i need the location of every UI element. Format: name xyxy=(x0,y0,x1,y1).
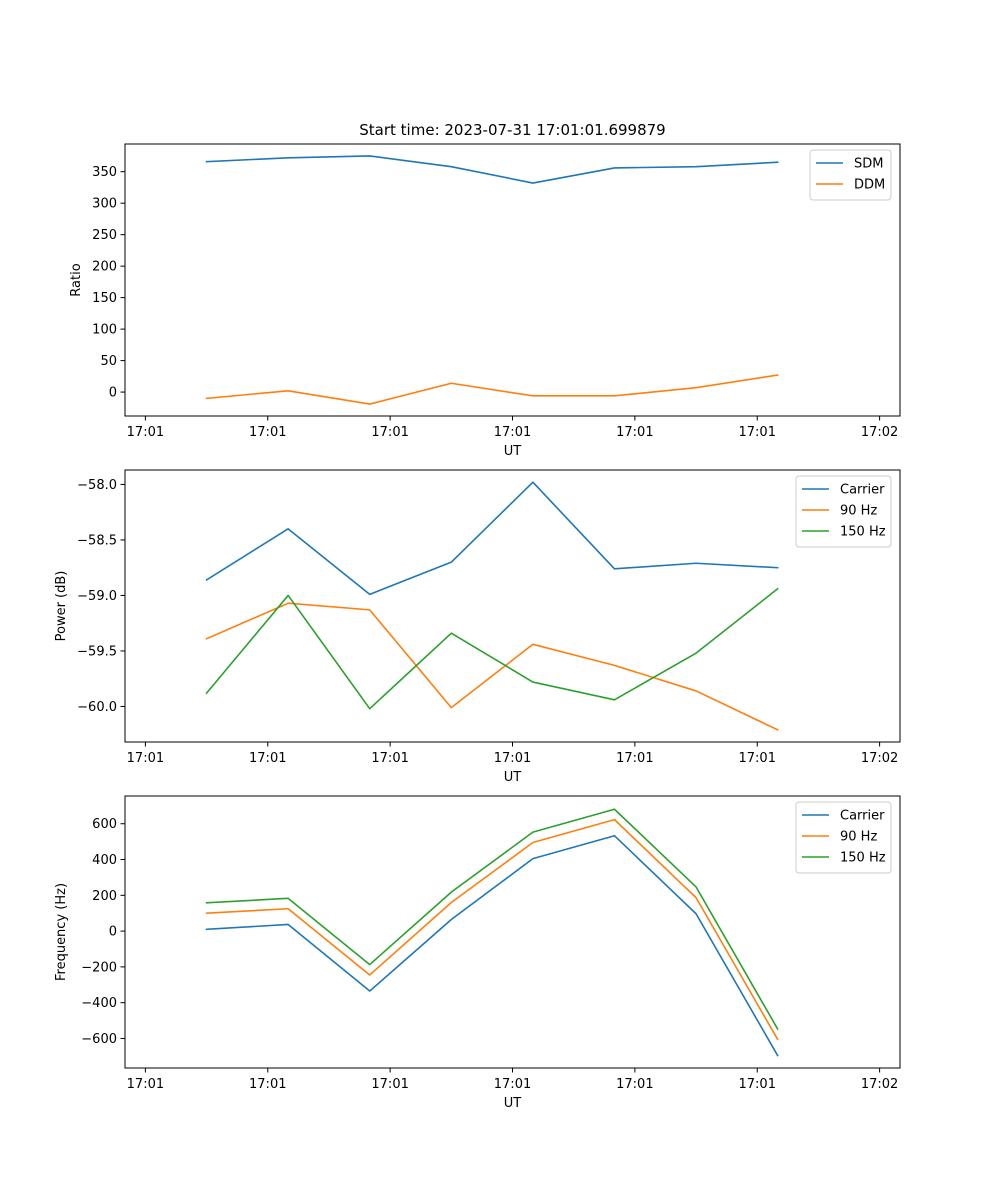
legend: Carrier 90 Hz 150 Hz xyxy=(795,801,892,874)
axes-frame xyxy=(124,143,901,417)
x-tick-label: 17:01 xyxy=(739,1077,776,1092)
legend-label: 90 Hz xyxy=(840,504,877,519)
x-tick-label: 17:01 xyxy=(494,751,531,766)
legend-label: 150 Hz xyxy=(840,851,886,866)
x-tick-label: 17:01 xyxy=(739,425,776,440)
series-line-90-hz xyxy=(205,818,779,1041)
legend-label: 90 Hz xyxy=(840,830,877,845)
x-tick-label: 17:01 xyxy=(739,751,776,766)
legend: Carrier 90 Hz 150 Hz xyxy=(795,475,892,548)
series-line-150-hz xyxy=(205,808,779,1031)
y-tick-label: 100 xyxy=(92,323,117,338)
x-tick-label: 17:01 xyxy=(127,425,164,440)
legend-label: 150 Hz xyxy=(840,525,886,540)
y-tick-label: 200 xyxy=(92,889,117,904)
y-tick-label: 0 xyxy=(109,386,117,401)
y-tick-label: 400 xyxy=(92,853,117,868)
x-tick-label: 17:02 xyxy=(861,751,898,766)
y-tick-label: −400 xyxy=(81,996,117,1011)
series-line-carrier xyxy=(205,834,779,1057)
x-axis-label: UT xyxy=(504,770,522,785)
y-tick-label: 50 xyxy=(100,354,117,369)
x-tick-label: 17:01 xyxy=(616,751,653,766)
y-tick-label: −59.5 xyxy=(77,644,117,659)
x-tick-label: 17:01 xyxy=(616,1077,653,1092)
x-tick-label: 17:01 xyxy=(494,1077,531,1092)
subplot-1: 17:01 17:01 17:01 17:01 17:01 17:01 17:02 0 50 10… xyxy=(69,121,901,459)
legend: SDM DDM xyxy=(809,149,892,201)
x-tick-label: 17:01 xyxy=(127,1077,164,1092)
y-axis-label: Power (dB) xyxy=(54,571,69,642)
subplot-3: 17:01 17:01 17:01 17:01 17:01 17:01 17:02 −600 −… xyxy=(54,795,901,1111)
legend-box xyxy=(795,801,892,874)
x-axis-label: UT xyxy=(504,444,522,459)
x-tick-label: 17:01 xyxy=(371,751,408,766)
y-axis-label: Frequency (Hz) xyxy=(54,883,69,981)
axes-frame xyxy=(124,469,901,743)
series-line-sdm xyxy=(205,155,779,184)
y-tick-label: −600 xyxy=(81,1032,117,1047)
x-tick-label: 17:01 xyxy=(127,751,164,766)
y-tick-label: −59.0 xyxy=(77,589,117,604)
y-tick-label: 150 xyxy=(92,291,117,306)
y-tick-label: 600 xyxy=(92,817,117,832)
chart-title: Start time: 2023-07-31 17:01:01.699879 xyxy=(359,121,665,139)
x-tick-label: 17:01 xyxy=(249,425,286,440)
legend-label: Carrier xyxy=(840,483,885,498)
series-line-150-hz xyxy=(205,587,779,710)
y-tick-label: 0 xyxy=(109,925,117,940)
x-tick-label: 17:01 xyxy=(371,425,408,440)
legend-label: DDM xyxy=(854,178,885,193)
axes-frame xyxy=(124,795,901,1069)
x-axis-label: UT xyxy=(504,1096,522,1111)
y-tick-label: −58.5 xyxy=(77,533,117,548)
legend-label: SDM xyxy=(854,157,883,172)
x-tick-label: 17:01 xyxy=(249,1077,286,1092)
x-tick-label: 17:01 xyxy=(616,425,653,440)
x-tick-label: 17:02 xyxy=(861,425,898,440)
series-line-ddm xyxy=(205,374,779,405)
y-tick-label: 250 xyxy=(92,228,117,243)
y-axis-label: Ratio xyxy=(69,263,84,296)
legend-box xyxy=(795,475,892,548)
x-tick-label: 17:01 xyxy=(494,425,531,440)
series-line-carrier xyxy=(205,481,779,596)
x-tick-label: 17:02 xyxy=(861,1077,898,1092)
series-line-90-hz xyxy=(205,602,779,731)
y-tick-label: 300 xyxy=(92,197,117,212)
y-tick-label: 200 xyxy=(92,260,117,275)
x-tick-label: 17:01 xyxy=(371,1077,408,1092)
y-tick-label: 350 xyxy=(92,165,117,180)
y-tick-label: −200 xyxy=(81,960,117,975)
y-tick-label: −58.0 xyxy=(77,478,117,493)
x-tick-label: 17:01 xyxy=(249,751,286,766)
legend-label: Carrier xyxy=(840,809,885,824)
subplot-2: 17:01 17:01 17:01 17:01 17:01 17:01 17:02 −60.0… xyxy=(54,469,901,785)
y-tick-label: −60.0 xyxy=(77,700,117,715)
